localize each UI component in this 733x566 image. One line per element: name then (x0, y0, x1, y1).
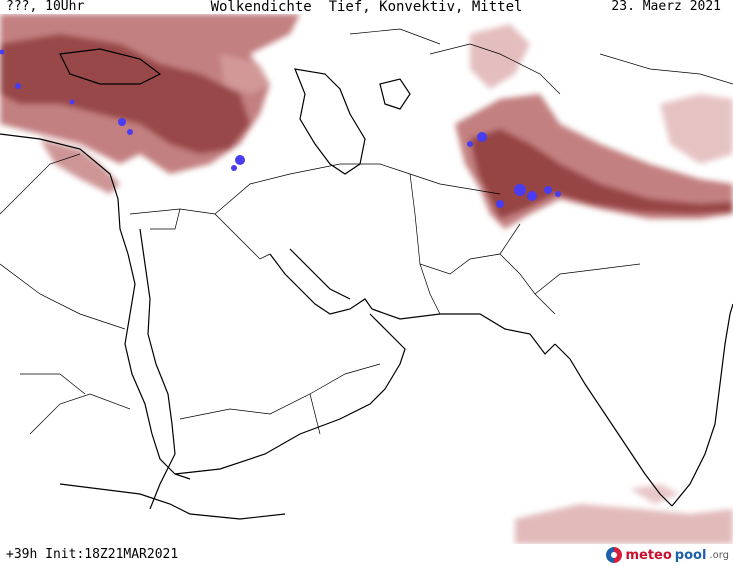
cloud-density-map (0, 14, 733, 544)
logo-tld: .org (709, 549, 729, 561)
cloud-area-caspian (220, 54, 270, 94)
run-info: +39h Init:18Z21MAR2021 (6, 547, 179, 562)
cloud-area-arabian-sea-e (630, 484, 680, 504)
logo-brand-b: pool (674, 547, 707, 563)
forecast-time-label: ???, 10Uhr (6, 0, 85, 14)
map-title: Wolkendichte Tief, Konvektiv, Mittel (210, 0, 523, 15)
forecast-date: 23. Maerz 2021 (611, 0, 721, 14)
convective-cells (0, 49, 561, 208)
meteopool-logo: meteo pool .org (606, 547, 729, 563)
logo-brand-a: meteo (625, 547, 672, 563)
cloud-cover-layer (0, 14, 733, 544)
cloud-area-levant (40, 139, 120, 194)
coastlines (0, 48, 733, 520)
logo-icon (606, 547, 623, 563)
cloud-area-anatolia-dense (0, 34, 250, 154)
cloud-area-far-ne (660, 94, 733, 164)
cloud-area-south (515, 504, 733, 544)
country-borders (0, 28, 733, 435)
cloud-area-ne (470, 24, 530, 89)
